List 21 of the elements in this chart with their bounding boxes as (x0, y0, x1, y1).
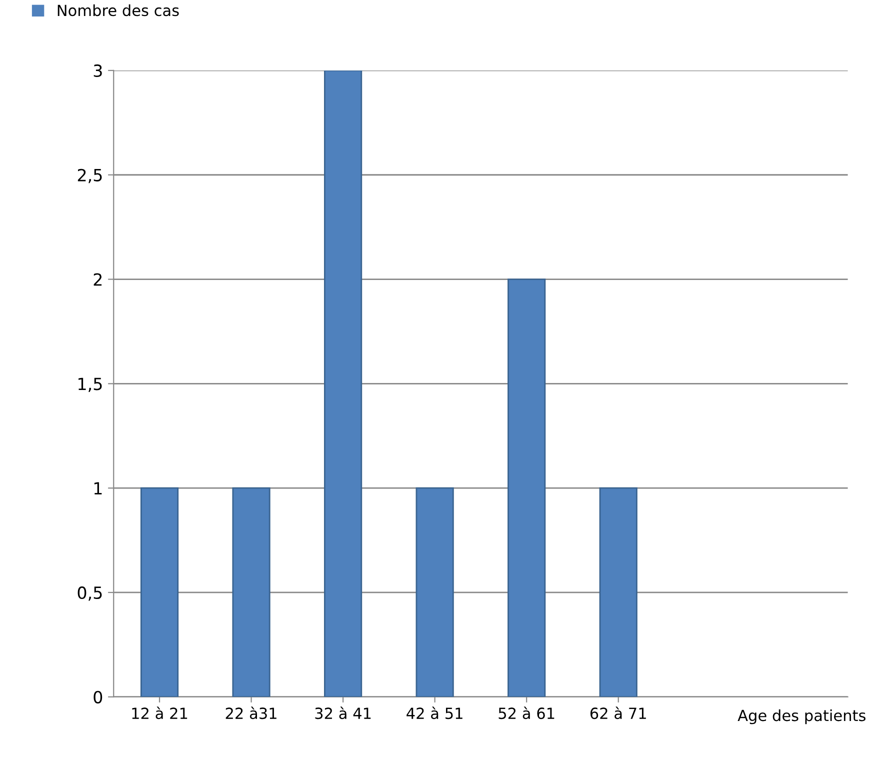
bar (232, 487, 270, 697)
legend-label: Nombre des cas (58, 4, 179, 16)
x-tick-label: 52 à 61 (498, 706, 554, 720)
x-tick-label: 32 à 41 (315, 706, 371, 720)
y-tick-label: 2 (94, 273, 102, 286)
bar (508, 278, 546, 697)
x-tick-label: 42 à 51 (406, 706, 462, 720)
bar (140, 487, 179, 697)
y-tick-label: 0 (94, 690, 102, 704)
y-tick-label: 1,5 (78, 378, 102, 392)
x-tick-label: 22 à31 (226, 706, 276, 720)
y-tick-label: 3 (94, 64, 102, 78)
bar (416, 487, 454, 697)
y-tick-label: 0,5 (78, 586, 102, 601)
x-tick-label: 12 à 21 (132, 706, 188, 720)
x-tick-label: 62 à 71 (590, 706, 646, 720)
bar (599, 487, 638, 697)
y-tick-label: 1 (94, 482, 102, 494)
x-axis-title: Age des patients (738, 709, 866, 724)
y-tick-label: 2,5 (78, 168, 102, 184)
bar (324, 70, 362, 697)
